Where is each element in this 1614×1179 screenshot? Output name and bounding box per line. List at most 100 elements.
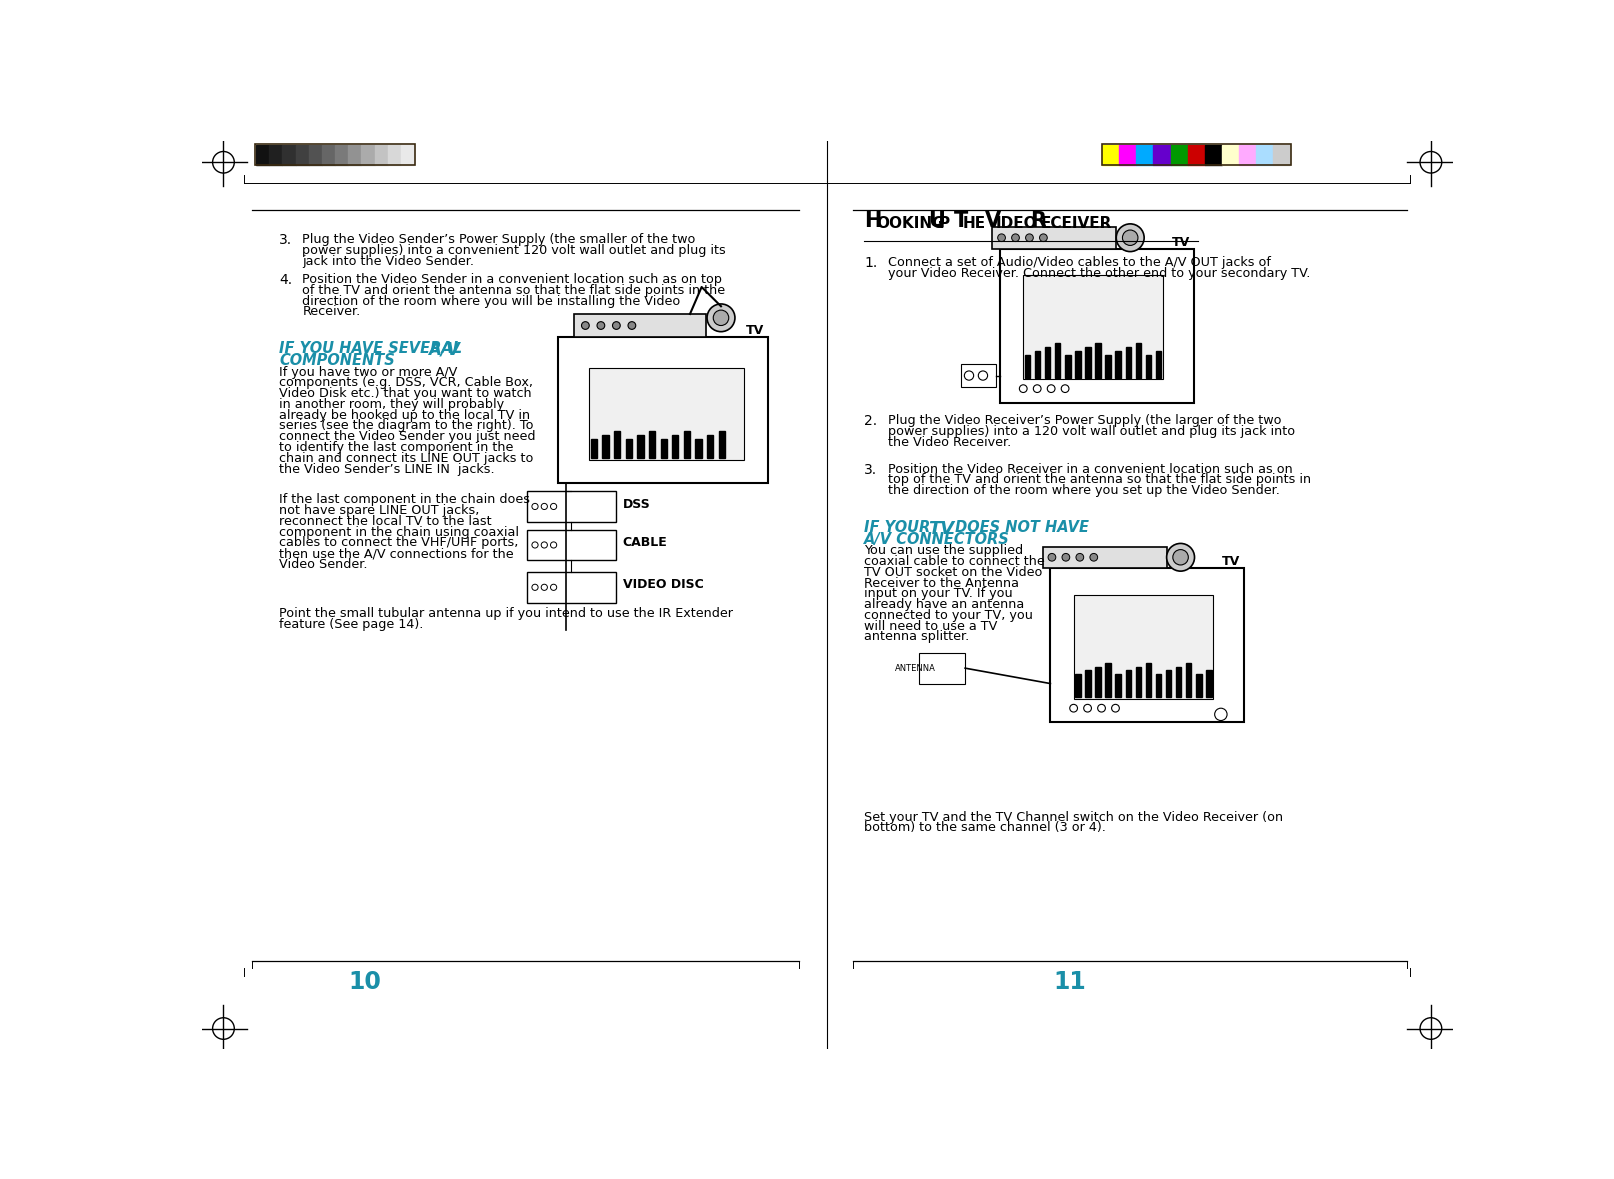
Circle shape [1039, 233, 1047, 242]
Bar [1170, 145, 1188, 165]
Bar [918, 653, 965, 684]
Text: reconnect the local TV to the last: reconnect the local TV to the last [279, 515, 492, 528]
Text: U: U [928, 211, 944, 231]
Bar [270, 145, 282, 165]
Text: direction of the room where you will be installing the Video: direction of the room where you will be … [302, 295, 681, 308]
Circle shape [1047, 553, 1056, 561]
Circle shape [581, 322, 589, 329]
Bar [255, 144, 415, 165]
Text: 3.: 3. [279, 233, 292, 248]
Bar [1096, 343, 1101, 378]
Bar [1120, 145, 1136, 165]
Bar [349, 145, 362, 165]
Circle shape [1117, 224, 1144, 251]
Bar [638, 435, 644, 457]
Text: CABLE: CABLE [623, 536, 667, 549]
Text: antenna splitter.: antenna splitter. [865, 631, 970, 644]
Text: 11: 11 [1054, 970, 1086, 994]
Circle shape [1173, 549, 1188, 565]
Text: 1.: 1. [865, 256, 878, 270]
Circle shape [1062, 553, 1070, 561]
Text: TV: TV [928, 520, 954, 538]
Bar [1115, 351, 1120, 378]
Bar [1035, 351, 1041, 378]
Text: Set your TV and the TV Channel switch on the Video Receiver (on: Set your TV and the TV Channel switch on… [865, 811, 1283, 824]
Bar [1222, 145, 1238, 165]
Text: top of the TV and orient the antenna so that the flat side points in: top of the TV and orient the antenna so … [888, 473, 1311, 487]
Bar [1188, 145, 1204, 165]
Bar [591, 439, 597, 457]
Circle shape [713, 310, 730, 325]
Text: 10: 10 [349, 970, 381, 994]
Text: IDEO: IDEO [996, 216, 1038, 231]
Bar [1136, 666, 1141, 698]
Text: A/V CONNECTORS: A/V CONNECTORS [865, 532, 1010, 547]
Text: VIDEO DISC: VIDEO DISC [623, 579, 704, 592]
Text: not have spare LINE OUT jacks,: not have spare LINE OUT jacks, [279, 505, 479, 518]
Text: in another room, they will probably: in another room, they will probably [279, 397, 504, 411]
Text: If the last component in the chain does: If the last component in the chain does [279, 493, 531, 506]
Bar [1136, 145, 1154, 165]
Text: Point the small tubular antenna up if you intend to use the IR Extender: Point the small tubular antenna up if yo… [279, 607, 733, 620]
Bar [1044, 347, 1051, 378]
Text: IF YOUR: IF YOUR [865, 520, 936, 534]
Text: already have an antenna: already have an antenna [865, 598, 1025, 611]
Bar [1154, 145, 1170, 165]
Text: cables to connect the VHF/UHF ports,: cables to connect the VHF/UHF ports, [279, 536, 518, 549]
Text: TV: TV [746, 324, 763, 337]
Bar [1101, 144, 1291, 165]
Text: bottom) to the same channel (3 or 4).: bottom) to the same channel (3 or 4). [865, 822, 1106, 835]
Text: connected to your TV, you: connected to your TV, you [865, 608, 1033, 621]
Text: 4.: 4. [279, 274, 292, 288]
Text: input on your TV. If you: input on your TV. If you [865, 587, 1014, 600]
Bar [1075, 351, 1081, 378]
Text: coaxial cable to connect the: coaxial cable to connect the [865, 555, 1046, 568]
Text: Video Sender.: Video Sender. [279, 558, 368, 571]
Text: T: T [954, 211, 968, 231]
Circle shape [1089, 553, 1098, 561]
Circle shape [1025, 233, 1033, 242]
Bar [1106, 663, 1110, 698]
Bar [1196, 674, 1201, 698]
Bar [558, 337, 768, 483]
Bar [528, 492, 617, 522]
Text: power supplies) into a 120 volt wall outlet and plug its jack into: power supplies) into a 120 volt wall out… [888, 424, 1294, 437]
Circle shape [612, 322, 620, 329]
Bar [1186, 663, 1191, 698]
Text: series (see the diagram to the right). To: series (see the diagram to the right). T… [279, 420, 534, 433]
Bar [718, 432, 725, 457]
Bar [1177, 666, 1181, 698]
Bar [1073, 595, 1214, 699]
Text: already be hooked up to the local TV in: already be hooked up to the local TV in [279, 409, 531, 422]
Text: DOES NOT HAVE: DOES NOT HAVE [949, 520, 1088, 534]
Text: ANTENNA: ANTENNA [896, 664, 936, 673]
Bar [962, 364, 996, 387]
Text: You can use the supplied: You can use the supplied [865, 545, 1023, 558]
Text: TV OUT socket on the Video: TV OUT socket on the Video [865, 566, 1043, 579]
Bar [1051, 568, 1244, 722]
Bar [1165, 671, 1172, 698]
Bar [362, 145, 374, 165]
Bar [684, 432, 691, 457]
Text: TV: TV [1172, 236, 1190, 249]
Text: P: P [939, 216, 951, 231]
Text: HE: HE [964, 216, 986, 231]
Bar [1065, 355, 1070, 378]
Bar [321, 145, 336, 165]
Text: Video Disk etc.) that you want to watch: Video Disk etc.) that you want to watch [279, 387, 533, 400]
Text: Plug the Video Receiver’s Power Supply (the larger of the two: Plug the Video Receiver’s Power Supply (… [888, 414, 1282, 427]
Text: your Video Receiver. Connect the other end to your secondary TV.: your Video Receiver. Connect the other e… [888, 266, 1311, 279]
Text: the direction of the room where you set up the Video Sender.: the direction of the room where you set … [888, 485, 1280, 498]
Text: DSS: DSS [623, 498, 650, 511]
Text: V: V [985, 211, 1001, 231]
Text: to identify the last component in the: to identify the last component in the [279, 441, 513, 454]
Bar [1115, 674, 1120, 698]
Circle shape [628, 322, 636, 329]
Bar [1096, 666, 1101, 698]
Text: Position the Video Sender in a convenient location such as on top: Position the Video Sender in a convenien… [302, 274, 723, 286]
Bar [613, 432, 620, 457]
Text: ECEIVER: ECEIVER [1041, 216, 1112, 231]
Bar [1102, 145, 1120, 165]
Text: Connect a set of Audio/Video cables to the A/V OUT jacks of: Connect a set of Audio/Video cables to t… [888, 256, 1270, 269]
Text: TV: TV [1222, 555, 1240, 568]
